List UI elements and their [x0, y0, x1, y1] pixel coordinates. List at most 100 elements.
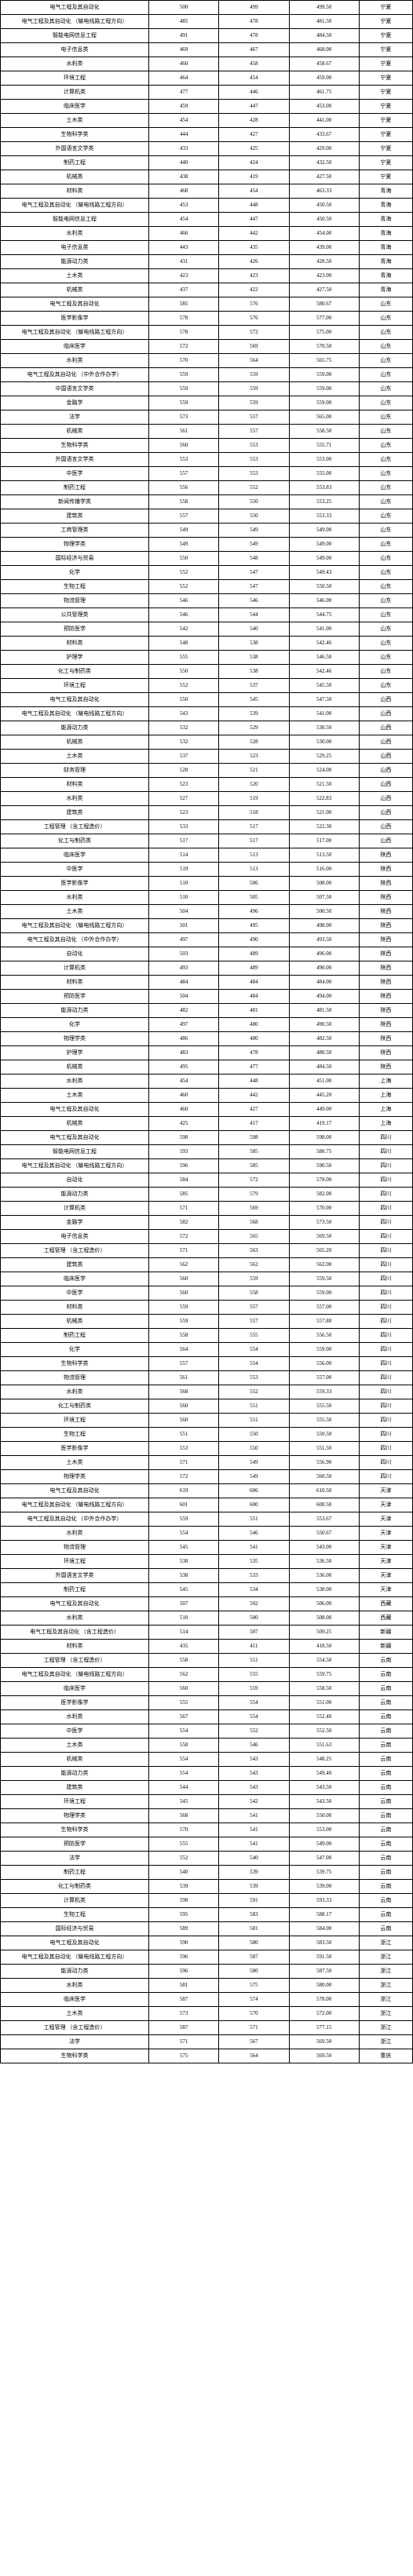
score-cell: 547.50 [289, 693, 359, 707]
table-row: 土木类537523529.25山西 [1, 750, 413, 764]
table-row: 机械类425417419.17上海 [1, 1117, 413, 1131]
table-row: 化工与制药类550538542.46山东 [1, 665, 413, 679]
province-cell: 四川 [359, 1442, 412, 1456]
province-cell: 山西 [359, 764, 412, 778]
score-cell: 454 [149, 114, 219, 128]
score-cell: 553 [219, 467, 289, 481]
province-cell: 浙江 [359, 2035, 412, 2049]
score-cell: 575 [149, 2049, 219, 2063]
score-cell: 490.50 [289, 1018, 359, 1032]
major-name-cell: 能源动力类 [1, 1767, 149, 1781]
score-cell: 610.50 [289, 1484, 359, 1498]
score-cell: 506 [219, 877, 289, 891]
province-cell: 云南 [359, 1880, 412, 1894]
score-cell: 509.25 [289, 1626, 359, 1640]
major-name-cell: 土木类 [1, 750, 149, 764]
province-cell: 新疆 [359, 1626, 412, 1640]
major-name-cell: 机械类 [1, 170, 149, 184]
score-cell: 545 [149, 1583, 219, 1597]
score-cell: 559 [149, 1315, 219, 1329]
table-row: 公共管理类546544544.75山东 [1, 608, 413, 622]
major-name-cell: 土木类 [1, 905, 149, 919]
table-row: 材料类468454463.33青海 [1, 184, 413, 199]
score-cell: 547 [219, 566, 289, 580]
score-cell: 490.00 [289, 961, 359, 976]
score-cell: 500 [149, 1, 219, 15]
province-cell: 四川 [359, 1202, 412, 1216]
score-cell: 463.33 [289, 184, 359, 199]
table-row: 建筑类557550553.33山东 [1, 509, 413, 524]
table-row: 电气工程及其自动化 （中外合作办学）559551553.67天津 [1, 1512, 413, 1527]
table-row: 临床医学560559558.50云南 [1, 1682, 413, 1696]
province-cell: 四川 [359, 1329, 412, 1343]
score-cell: 516.00 [289, 863, 359, 877]
score-cell: 553 [149, 1442, 219, 1456]
province-cell: 山东 [359, 524, 412, 538]
province-cell: 四川 [359, 1131, 412, 1145]
score-cell: 549.40 [289, 1767, 359, 1781]
score-cell: 552 [219, 1385, 289, 1399]
table-row: 智能电网信息工程454447450.50青海 [1, 213, 413, 227]
score-cell: 468 [149, 184, 219, 199]
table-row: 生物科学类570541553.00云南 [1, 1823, 413, 1837]
table-row: 医学影像学578576577.00山东 [1, 312, 413, 326]
table-row: 护理学555538546.50山东 [1, 651, 413, 665]
major-name-cell: 生物科学类 [1, 128, 149, 142]
score-cell: 554 [219, 1357, 289, 1371]
score-cell: 555 [219, 1668, 289, 1682]
score-cell: 549 [219, 1456, 289, 1470]
province-cell: 宁夏 [359, 86, 412, 100]
major-name-cell: 护理学 [1, 651, 149, 665]
major-name-cell: 电气工程及其自动化 （中外合作办学） [1, 933, 149, 947]
score-cell: 552 [219, 1724, 289, 1739]
score-cell: 569.50 [289, 1230, 359, 1244]
province-cell: 山东 [359, 580, 412, 594]
table-row: 机械类561557558.50山东 [1, 425, 413, 439]
score-cell: 524.00 [289, 764, 359, 778]
score-cell: 561 [149, 1371, 219, 1385]
score-cell: 601 [149, 1498, 219, 1512]
score-cell: 517 [219, 820, 289, 834]
score-cell: 548 [149, 637, 219, 651]
score-cell: 424 [219, 156, 289, 170]
major-name-cell: 法学 [1, 2035, 149, 2049]
score-cell: 529 [219, 721, 289, 735]
score-cell: 497 [149, 933, 219, 947]
score-cell: 446 [219, 86, 289, 100]
major-name-cell: 临床医学 [1, 848, 149, 863]
major-name-cell: 化学 [1, 1018, 149, 1032]
table-row: 制药工程440424432.50宁夏 [1, 156, 413, 170]
score-cell: 571 [149, 1244, 219, 1258]
province-cell: 山东 [359, 340, 412, 354]
score-cell: 527 [149, 792, 219, 806]
table-row: 电气工程及其自动化 （输电线路工程方向）596587591.50浙江 [1, 1950, 413, 1965]
score-cell: 433.67 [289, 128, 359, 142]
major-name-cell: 预防医学 [1, 1837, 149, 1852]
table-row: 电气工程及其自动化 （输电线路工程方向）485478481.50宁夏 [1, 15, 413, 29]
score-cell: 576 [219, 297, 289, 312]
score-cell: 550.00 [289, 1809, 359, 1823]
major-name-cell: 智能电网信息工程 [1, 29, 149, 43]
province-cell: 四川 [359, 1399, 412, 1414]
table-row: 电气工程及其自动化550545547.50山西 [1, 693, 413, 707]
province-cell: 云南 [359, 1852, 412, 1866]
major-name-cell: 物理学类 [1, 1809, 149, 1823]
major-name-cell: 工程管理 （含工程造价） [1, 2021, 149, 2035]
province-cell: 浙江 [359, 1936, 412, 1950]
table-row: 电气工程及其自动化507502506.00西藏 [1, 1597, 413, 1611]
province-cell: 宁夏 [359, 100, 412, 114]
province-cell: 山东 [359, 396, 412, 410]
province-cell: 四川 [359, 1357, 412, 1371]
table-row: 外国语言文学类433425429.00宁夏 [1, 142, 413, 156]
table-row: 医学影像学510506508.00陕西 [1, 877, 413, 891]
score-cell: 555.00 [289, 467, 359, 481]
major-name-cell: 工程管理 （含工程造价） [1, 820, 149, 834]
score-cell: 546 [219, 1739, 289, 1753]
table-row: 能源动力类431426428.50青海 [1, 255, 413, 269]
score-cell: 554 [149, 1527, 219, 1541]
score-cell: 567 [149, 1710, 219, 1724]
major-name-cell: 制药工程 [1, 481, 149, 495]
major-name-cell: 外国语言文学类 [1, 142, 149, 156]
table-row: 生物科学类560553555.71山东 [1, 439, 413, 453]
table-row: 电气工程及其自动化585576580.67山东 [1, 297, 413, 312]
